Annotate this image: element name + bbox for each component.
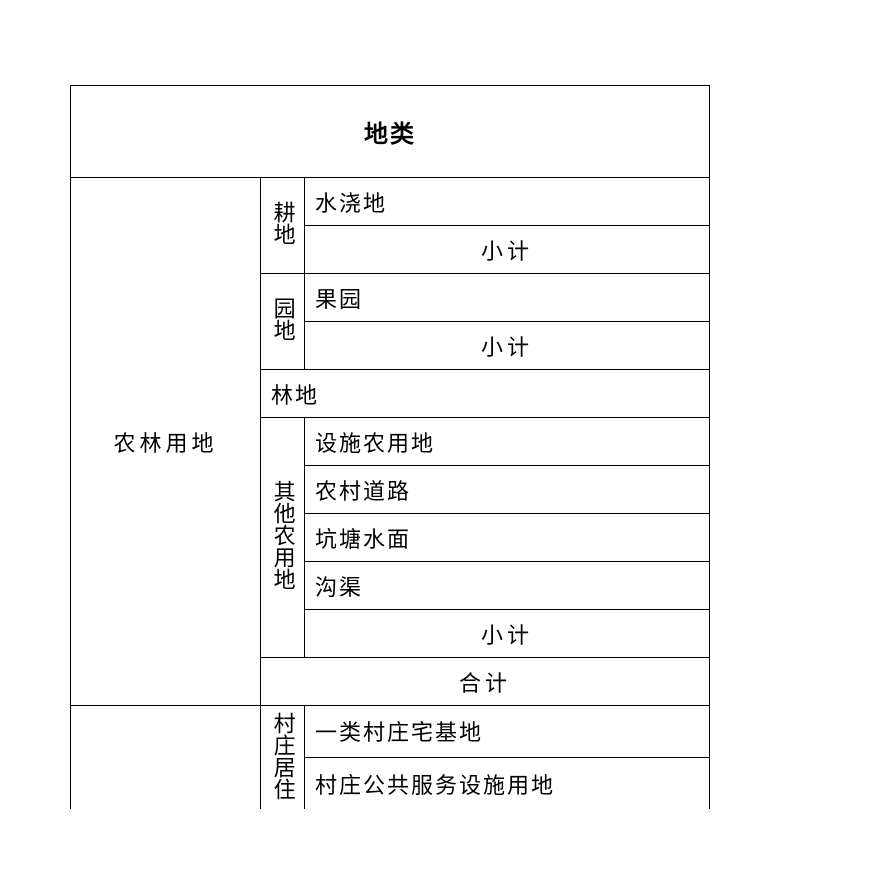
item-cell: 农村道路 — [305, 466, 710, 514]
item-cell: 村庄公共服务设施用地 — [305, 757, 710, 809]
level2-label: 耕地 — [270, 201, 294, 245]
header-cell: 地类 — [71, 86, 710, 178]
item-cell: 沟渠 — [305, 562, 710, 610]
table-row: 农林用地 耕地 水浇地 — [71, 178, 710, 226]
item-cell: 坑塘水面 — [305, 514, 710, 562]
level2-cell-qita: 其他农用地 — [261, 418, 305, 658]
subtotal-cell: 小计 — [305, 610, 710, 658]
header-row: 地类 — [71, 86, 710, 178]
level2-cell-cunzhuang-juzhu: 村庄居住 — [261, 706, 305, 810]
total-cell: 合计 — [261, 658, 710, 706]
item-cell: 水浇地 — [305, 178, 710, 226]
subtotal-cell: 小计 — [305, 322, 710, 370]
item-cell: 设施农用地 — [305, 418, 710, 466]
item-cell: 一类村庄宅基地 — [305, 706, 710, 758]
table-row: 村庄居住 一类村庄宅基地 — [71, 706, 710, 758]
level1-cell-nonglin: 农林用地 — [71, 178, 261, 706]
forest-cell: 林地 — [261, 370, 710, 418]
level2-cell-yuandi: 园地 — [261, 274, 305, 370]
land-category-table: 地类 农林用地 耕地 水浇地 小计 园地 果园 小计 林地 其他农用地 设施农用… — [70, 85, 710, 809]
level2-label: 其他农用地 — [270, 480, 294, 590]
level2-label: 园地 — [270, 297, 294, 341]
item-cell: 果园 — [305, 274, 710, 322]
level2-cell-gengdi: 耕地 — [261, 178, 305, 274]
subtotal-cell: 小计 — [305, 226, 710, 274]
level1-cell-cunzhuang — [71, 706, 261, 810]
level2-label: 村庄居住 — [270, 712, 294, 800]
